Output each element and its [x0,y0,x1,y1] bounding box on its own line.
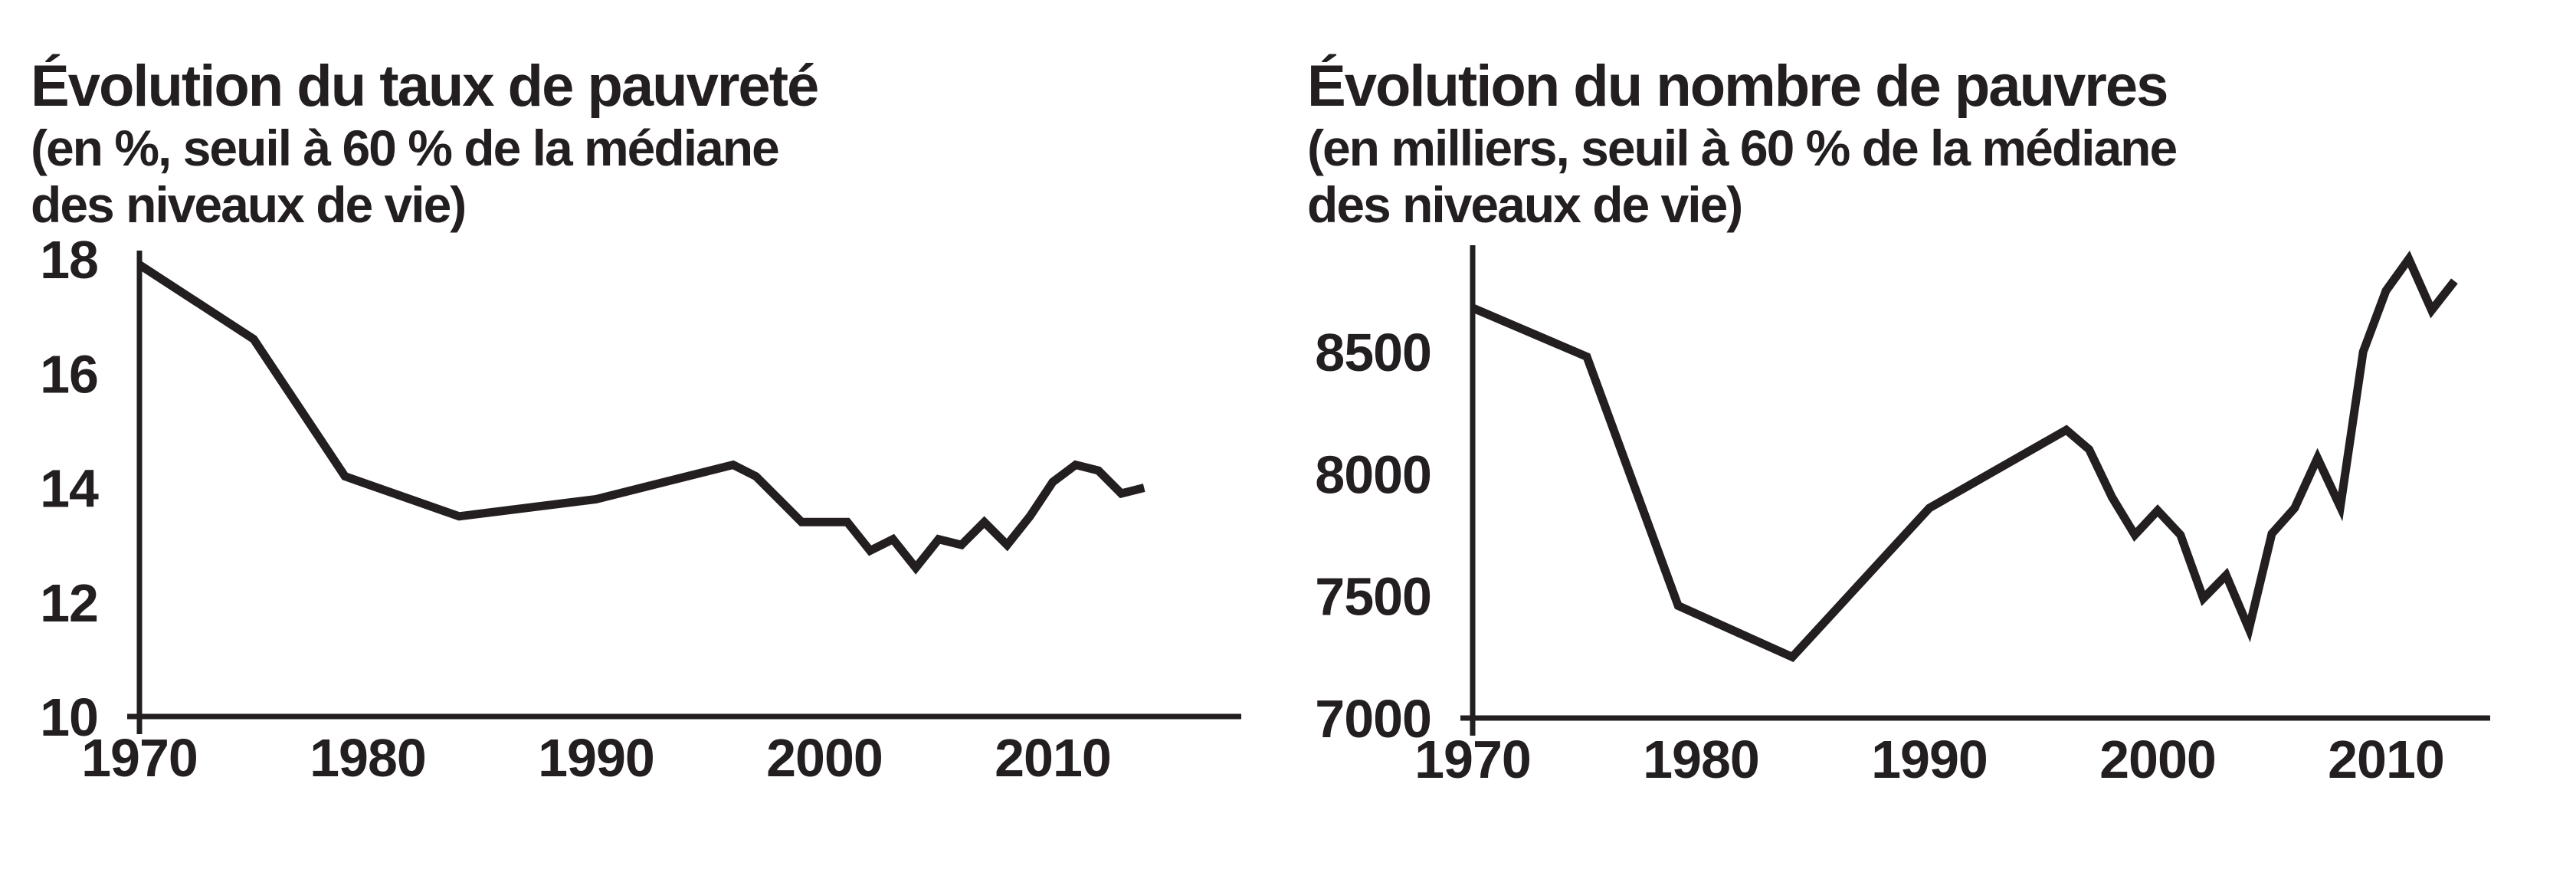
x-tick-label: 1980 [310,728,426,788]
y-tick-label: 8000 [1315,444,1431,504]
y-tick-label: 12 [40,573,98,633]
chart-taux-pauvrete: 10 12 14 16 18 1970 1980 1990 2000 2010 [40,230,1241,788]
x-tick-label: 2010 [995,728,1111,788]
chart-subtitle-line1: (en milliers, seuil à 60 % de la médiane [1307,120,2178,176]
y-tick-label: 10 [40,687,98,747]
y-tick-label: 16 [40,344,98,404]
x-tick-label: 1980 [1643,730,1759,789]
x-tick-label: 2000 [766,728,883,788]
chart-subtitle-line2: des niveaux de vie) [31,176,467,233]
chart-subtitle-line2: des niveaux de vie) [1307,176,1743,233]
chart-title: Évolution du taux de pauvreté [31,54,819,119]
x-tick-label: 1990 [538,728,654,788]
y-tick-label: 14 [40,459,99,519]
chart-nombre-pauvres: 7000 7500 8000 8500 1970 1980 1990 2000 2010 [1315,245,2490,789]
chart-title: Évolution du nombre de pauvres [1307,54,2168,119]
data-line [136,261,1145,575]
y-tick-label: 18 [40,230,98,290]
x-tick-label: 2010 [2328,730,2444,789]
y-tick-label: 8500 [1315,323,1431,382]
x-tick-label: 2000 [2099,730,2216,789]
x-tick-label: 1990 [1871,730,1988,789]
chart-title-block-number: Évolution du nombre de pauvres (en milli… [1307,54,2178,233]
y-tick-label: 7000 [1315,689,1431,749]
chart-title-block-rate: Évolution du taux de pauvreté (en %, seu… [31,54,819,233]
x-tick-label: 1970 [1414,730,1531,789]
data-line [1470,251,2458,663]
chart-subtitle-line1: (en %, seuil à 60 % de la médiane [31,120,780,176]
y-tick-label: 7500 [1315,567,1431,627]
x-tick-label: 1970 [81,728,198,788]
